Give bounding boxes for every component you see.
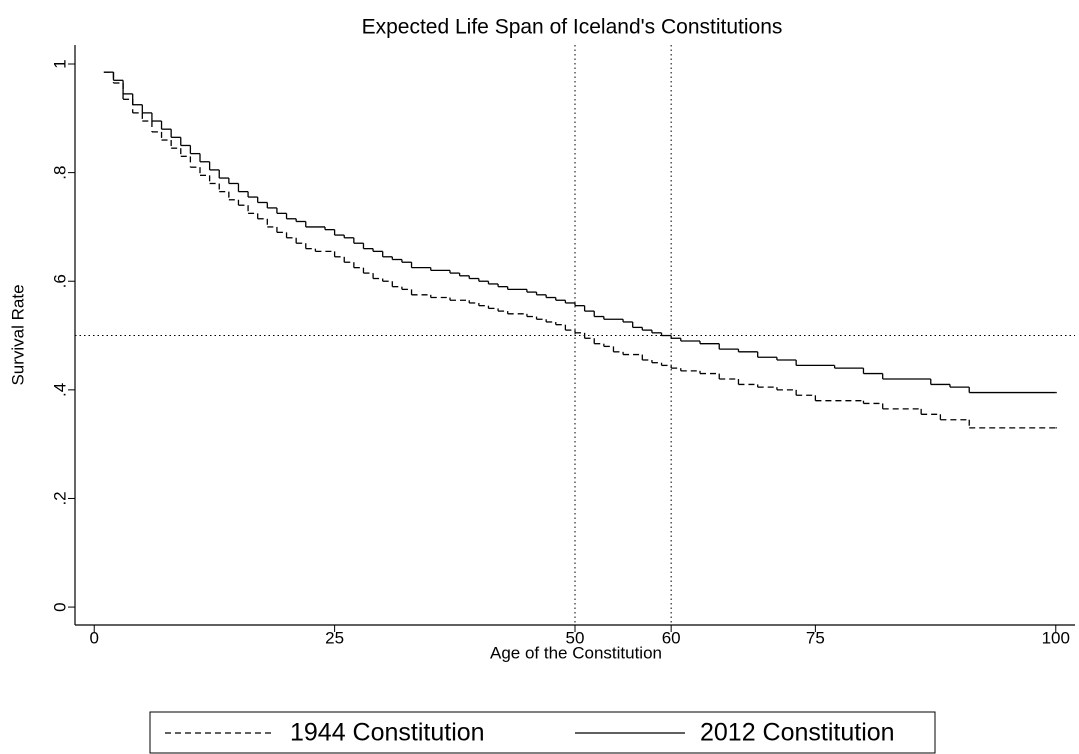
y-tick-label: 1 bbox=[50, 59, 69, 68]
y-tick-label: 0 bbox=[50, 602, 69, 611]
x-tick-label: 0 bbox=[89, 628, 98, 647]
legend-box bbox=[149, 711, 936, 754]
y-tick-label: .6 bbox=[50, 274, 69, 288]
y-axis-title: Survival Rate bbox=[8, 284, 27, 385]
x-tick-label: 100 bbox=[1042, 628, 1070, 647]
y-tick-label: .2 bbox=[50, 491, 69, 505]
x-tick-label: 50 bbox=[566, 628, 585, 647]
x-tick-label: 75 bbox=[806, 628, 825, 647]
legend-label: 1944 Constitution bbox=[290, 719, 485, 747]
y-tick-label: .4 bbox=[50, 383, 69, 397]
x-axis-title: Age of the Constitution bbox=[490, 643, 662, 662]
x-tick-label: 25 bbox=[325, 628, 344, 647]
y-tick-label: .8 bbox=[50, 166, 69, 180]
x-tick-label: 60 bbox=[662, 628, 681, 647]
chart-title: Expected Life Span of Iceland's Constitu… bbox=[362, 16, 783, 39]
legend-label: 2012 Constitution bbox=[700, 719, 895, 747]
